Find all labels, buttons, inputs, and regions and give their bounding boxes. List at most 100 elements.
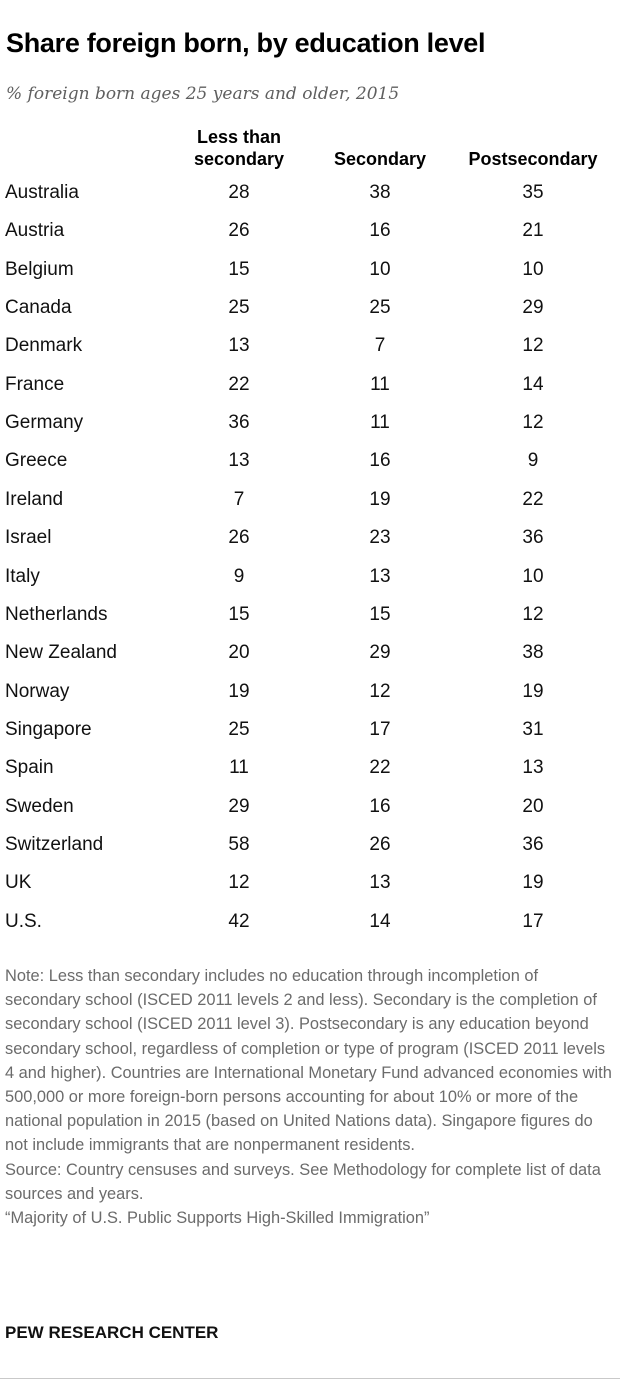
value-postsecondary: 22 [522,488,544,510]
value-postsecondary: 38 [522,642,544,664]
value-postsecondary: 12 [522,412,544,434]
country-label: Spain [5,757,54,779]
table-row: Italy 9 13 10 [0,564,620,602]
bottom-rule [0,1378,620,1379]
brand-logo-text: PEW RESEARCH CENTER [5,1323,219,1342]
value-less-than-secondary: 11 [229,757,249,779]
value-less-than-secondary: 26 [228,527,250,549]
value-secondary: 17 [369,718,391,740]
table-row: Canada 25 25 29 [0,295,620,333]
value-secondary: 23 [369,527,391,549]
table-row: Israel 26 23 36 [0,525,620,563]
value-less-than-secondary: 36 [228,412,250,434]
value-less-than-secondary: 26 [228,220,250,242]
value-postsecondary: 14 [522,373,544,395]
value-less-than-secondary: 9 [233,565,245,587]
country-label: Sweden [5,795,74,817]
table-row: Denmark 13 7 12 [0,333,620,371]
country-label: Norway [5,680,70,702]
country-label: Netherlands [5,603,108,625]
value-postsecondary: 12 [522,335,544,357]
table-row: France 22 11 14 [0,372,620,410]
value-postsecondary: 36 [522,833,544,855]
column-header-line: Secondary [333,149,427,169]
value-secondary: 25 [369,297,391,319]
value-less-than-secondary: 58 [228,833,250,855]
value-secondary: 22 [369,757,391,779]
value-secondary: 14 [369,910,391,932]
value-less-than-secondary: 22 [228,373,250,395]
country-label: France [5,373,65,395]
table-row: Sweden 29 16 20 [0,794,620,832]
column-header-line: Less than [196,127,282,147]
country-label: Israel [5,527,52,549]
country-label: Singapore [5,718,92,740]
table-row: UK 12 13 19 [0,870,620,908]
column-header-line: Postsecondary [468,149,598,169]
chart-subtitle: % foreign born ages 25 years and older, … [6,84,400,104]
column-header-postsecondary: Postsecondary [450,148,616,170]
value-postsecondary: 12 [522,603,544,625]
value-postsecondary: 36 [522,527,544,549]
table-row: Greece 13 16 9 [0,448,620,486]
value-secondary: 38 [369,182,391,203]
value-less-than-secondary: 7 [233,488,245,510]
source-text: Source: Country censuses and surveys. Se… [5,1160,601,1203]
country-label: Austria [5,220,65,242]
notes-block: Note: Less than secondary includes no ed… [5,964,617,1230]
value-less-than-secondary: 42 [228,910,250,932]
table-row: Singapore 25 17 31 [0,717,620,755]
value-postsecondary: 13 [522,757,544,779]
value-less-than-secondary: 20 [228,642,250,664]
value-secondary: 26 [369,833,391,855]
column-header-line: secondary [193,149,285,169]
value-secondary: 16 [369,220,391,242]
country-label: Ireland [5,488,64,510]
table-row: Switzerland 58 26 36 [0,832,620,870]
table-row: Spain 11 22 13 [0,755,620,793]
value-less-than-secondary: 15 [228,258,250,280]
country-label: Greece [5,450,68,472]
value-secondary: 16 [369,450,391,472]
table-row: Australia 28 38 35 [0,180,620,218]
value-postsecondary: 21 [522,220,544,242]
value-less-than-secondary: 25 [228,297,250,319]
value-postsecondary: 9 [527,450,539,472]
country-label: U.S. [5,910,42,932]
table-row: Germany 36 11 12 [0,410,620,448]
table-row: Belgium 15 10 10 [0,257,620,295]
country-label: Canada [5,297,72,319]
country-label: New Zealand [5,642,117,664]
value-postsecondary: 19 [522,872,544,894]
table-row: U.S. 42 14 17 [0,909,620,947]
value-postsecondary: 20 [522,795,544,817]
value-secondary: 29 [369,642,391,664]
value-secondary: 15 [369,603,391,625]
value-less-than-secondary: 19 [228,680,250,702]
note-text: Note: Less than secondary includes no ed… [5,967,612,1155]
value-secondary: 7 [374,335,386,357]
value-postsecondary: 17 [522,910,544,932]
country-label: Germany [5,412,84,434]
table-row: New Zealand 20 29 38 [0,640,620,678]
country-label: Australia [5,182,79,203]
value-secondary: 11 [370,412,390,434]
column-header-less-than-secondary: Less than secondary [174,126,304,170]
value-postsecondary: 29 [522,297,544,319]
value-secondary: 12 [369,680,391,702]
value-postsecondary: 19 [522,680,544,702]
value-postsecondary: 31 [522,718,544,740]
country-label: Belgium [5,258,74,280]
report-title-text: “Majority of U.S. Public Supports High-S… [5,1209,430,1228]
table-row: Netherlands 15 15 12 [0,602,620,640]
value-less-than-secondary: 13 [228,335,250,357]
column-header-secondary: Secondary [310,148,450,170]
country-label: Italy [5,565,40,587]
value-secondary: 16 [369,795,391,817]
value-secondary: 19 [369,488,391,510]
value-secondary: 10 [369,258,391,280]
chart-title: Share foreign born, by education level [6,28,486,58]
value-postsecondary: 10 [522,565,544,587]
table-row: Austria 26 16 21 [0,218,620,256]
value-less-than-secondary: 25 [228,718,250,740]
